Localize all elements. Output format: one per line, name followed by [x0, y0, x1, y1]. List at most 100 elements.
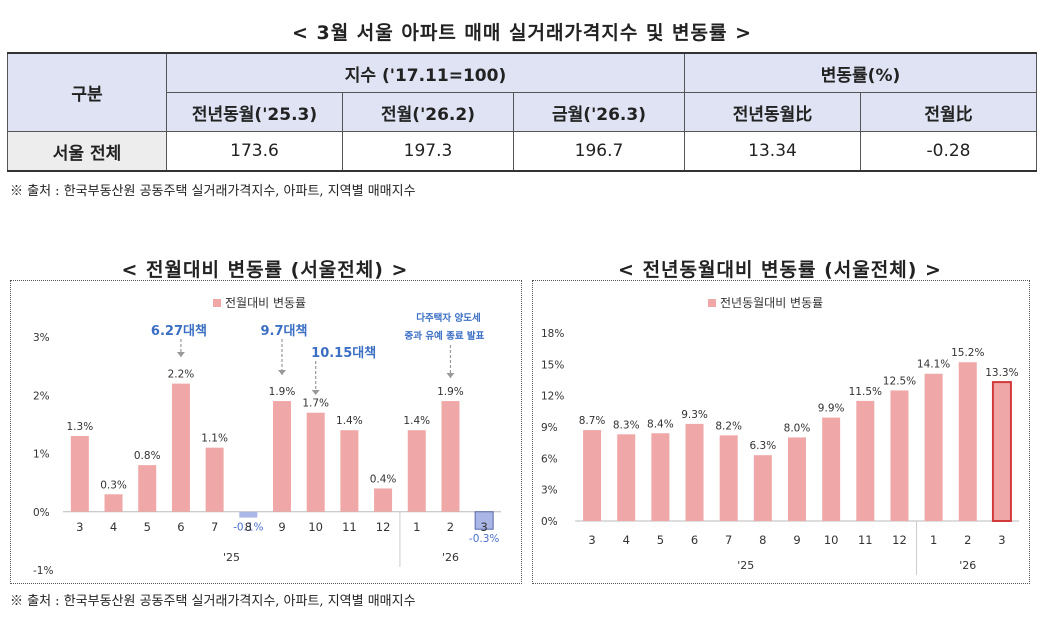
subheader-prev-year: 전년동월('25.3)	[166, 92, 343, 132]
page-title: < 3월 서울 아파트 매매 실거래가격지수 및 변동률 >	[291, 22, 753, 44]
bar	[104, 494, 123, 512]
x-tick-label: 10	[308, 520, 323, 534]
annot-tax-arrowhead	[446, 373, 455, 378]
bar	[70, 436, 89, 512]
x-tick-label: 3	[76, 520, 83, 534]
chart2-yoy: 전년동월대비 변동률 18% 15% 12% 9% 6% 3% 0% 8.7% 3 8.3% 4 8.4…	[541, 296, 1019, 575]
y-tick-label: 1%	[33, 449, 50, 461]
x-tick-label: 9	[793, 533, 800, 547]
data-label: 11.5%	[849, 386, 882, 398]
data-label: -0.1%	[233, 522, 263, 534]
cell-value: 197.3	[342, 131, 514, 172]
bar	[474, 511, 494, 530]
data-label: 1.1%	[201, 433, 228, 445]
summary-table: 구분 지수 ('17.11=100) 변동률(%) 전년동월('25.3) 전월…	[7, 52, 1037, 172]
x-tick-label: 2	[447, 520, 454, 534]
bar	[685, 423, 704, 521]
cell-value: -0.28	[860, 131, 1037, 172]
y-tick-label: -1%	[33, 565, 53, 577]
annotation: 10.15대책	[311, 346, 376, 361]
annot-97-arrowhead	[278, 370, 286, 375]
chart2-frame: 전년동월대비 변동률 18% 15% 12% 9% 6% 3% 0% 8.7% 3 8.3% 4 8.4…	[532, 280, 1030, 584]
data-label: 0.8%	[134, 450, 161, 462]
annotation: 9.7대책	[261, 324, 308, 339]
data-label: 12.5%	[883, 375, 916, 387]
bar	[205, 447, 224, 512]
data-label: 9.9%	[818, 403, 845, 415]
chart1-mom: 전월대비 변동률 3% 2% 1% 0% -1% 1.3% 3 0.3% 4 0.8% 5 2.2% 6 1…	[33, 296, 501, 577]
chart1-frame: 전월대비 변동률 3% 2% 1% 0% -1% 1.3% 3 0.3% 4 0.8% 5 2.2% 6 1…	[10, 280, 522, 584]
y-tick-label: 18%	[541, 328, 564, 340]
bar	[306, 412, 325, 512]
year-label: '25	[223, 551, 240, 564]
data-label: 14.1%	[917, 359, 950, 371]
y-tick-label: 0%	[33, 507, 50, 519]
bar	[374, 488, 393, 512]
x-tick-label: 5	[657, 533, 664, 547]
data-label: 9.3%	[681, 409, 708, 421]
bar	[856, 400, 875, 521]
subheader-mom: 전월比	[860, 92, 1037, 132]
x-tick-label: 5	[144, 520, 151, 534]
subheader-yoy: 전년동월比	[684, 92, 861, 132]
y-tick-label: 2%	[33, 390, 50, 402]
y-tick-label: 15%	[541, 359, 564, 371]
data-label: 2.2%	[168, 369, 195, 381]
bar	[822, 417, 841, 521]
bar	[441, 401, 460, 512]
chart2-title: < 전년동월대비 변동률 (서울전체) >	[618, 259, 942, 281]
annot-1015-arrowhead	[311, 390, 320, 395]
bar	[924, 373, 943, 521]
x-tick-label: 1	[413, 520, 420, 534]
bar	[991, 381, 1012, 523]
bar	[340, 430, 359, 512]
legend-swatch	[708, 299, 716, 307]
subheader-prev-month: 전월('26.2)	[342, 92, 514, 132]
bar	[583, 430, 602, 521]
data-label: 8.2%	[715, 420, 742, 432]
cell-value: 13.34	[684, 131, 861, 172]
bar	[273, 401, 291, 512]
x-tick-label: 4	[110, 520, 117, 534]
data-label: 8.7%	[579, 415, 606, 427]
data-label: 6.3%	[750, 440, 777, 452]
x-tick-label: 3	[480, 520, 487, 534]
cell-value: 173.6	[166, 131, 343, 172]
annot-627-arrowhead	[176, 352, 185, 357]
y-tick-label: 12%	[541, 391, 564, 403]
chart1-title: < 전월대비 변동률 (서울전체) >	[121, 259, 409, 281]
header-change: 변동률(%)	[684, 52, 1037, 93]
y-tick-label: 3%	[541, 485, 558, 497]
source-note-top: ※ 출처 : 한국부동산원 공동주택 실거래가격지수, 아파트, 지역별 매매지…	[10, 184, 416, 199]
y-tick-label: 6%	[541, 453, 558, 465]
bar	[407, 430, 426, 512]
data-label: 1.3%	[67, 421, 94, 433]
data-label: 1.9%	[269, 386, 296, 398]
legend-swatch	[213, 299, 221, 307]
x-tick-label: 6	[177, 520, 184, 534]
data-label: 1.4%	[336, 415, 363, 427]
x-tick-label: 11	[858, 533, 873, 547]
data-label: 15.2%	[951, 347, 984, 359]
data-label: -0.3%	[469, 533, 499, 545]
bar	[239, 511, 258, 518]
data-label: 8.4%	[647, 418, 674, 430]
data-label: 0.3%	[100, 479, 127, 491]
data-label: 8.0%	[784, 422, 811, 434]
y-tick-label: 3%	[33, 332, 50, 344]
annotation: 다주택자 양도세	[416, 312, 481, 324]
bar	[753, 455, 772, 521]
x-tick-label: 6	[691, 533, 698, 547]
x-tick-label: 4	[623, 533, 630, 547]
data-label: 13.3%	[985, 367, 1018, 379]
x-tick-label: 1	[930, 533, 937, 547]
x-tick-label: 12	[376, 520, 391, 534]
year-label: '25	[737, 559, 754, 572]
x-tick-label: 2	[964, 533, 971, 547]
x-tick-label: 3	[998, 533, 1005, 547]
source-note-bottom: ※ 출처 : 한국부동산원 공동주택 실거래가격지수, 아파트, 지역별 매매지…	[10, 594, 416, 609]
year-label: '26	[959, 559, 976, 572]
bar	[958, 362, 977, 521]
year-label: '26	[442, 551, 459, 564]
x-tick-label: 12	[892, 533, 907, 547]
